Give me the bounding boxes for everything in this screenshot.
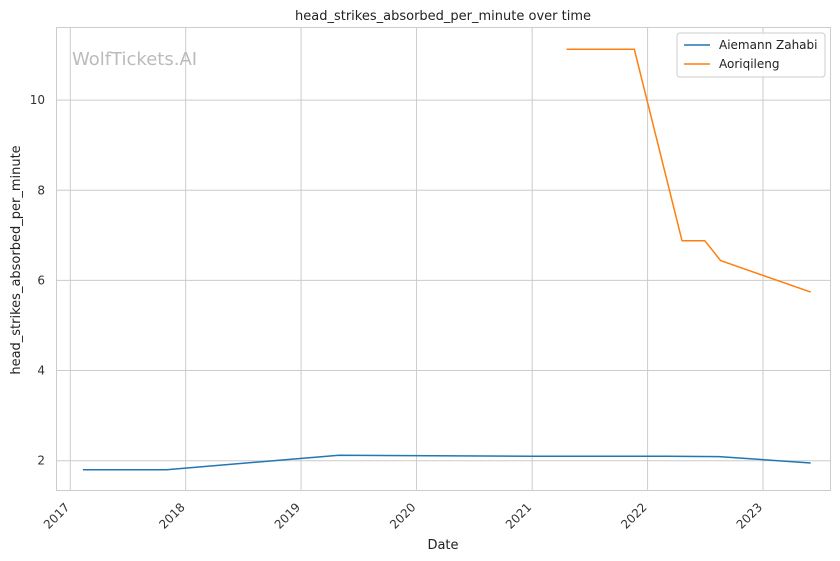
x-tick-label-2022: 2022 [618,500,649,531]
series-line-aiemann-zahabi [82,454,811,471]
legend-label-aoriqileng: Aoriqileng [719,57,780,71]
y-tick-labels: 2 4 6 8 10 [30,93,45,468]
y-tick-label-2: 2 [37,454,45,468]
watermark-text: WolfTickets.AI [72,49,197,70]
x-tick-labels: 2017 2018 2019 2020 2021 2022 2023 [41,500,765,531]
x-axis-label: Date [427,538,458,553]
chart-title: head_strikes_absorbed_per_minute over ti… [295,9,591,24]
x-tick-label-2017: 2017 [41,500,72,531]
series-lines [82,48,811,471]
x-tick-label-2019: 2019 [272,500,303,531]
y-tick-label-4: 4 [37,364,45,378]
y-axis-label: head_strikes_absorbed_per_minute [9,145,24,374]
y-tick-label-6: 6 [37,273,45,287]
x-tick-label-2023: 2023 [734,500,765,531]
legend: Aiemann Zahabi Aoriqileng [676,32,826,78]
y-tick-label-8: 8 [37,183,45,197]
legend-box [676,32,826,78]
y-tick-label-10: 10 [30,93,45,107]
grid [57,28,830,490]
plot-frame [56,27,831,491]
series-line-aoriqileng [566,48,811,293]
x-tick-label-2018: 2018 [156,500,187,531]
x-tick-label-2020: 2020 [387,500,418,531]
legend-label-aiemann-zahabi: Aiemann Zahabi [719,38,817,52]
x-tick-label-2021: 2021 [503,500,534,531]
